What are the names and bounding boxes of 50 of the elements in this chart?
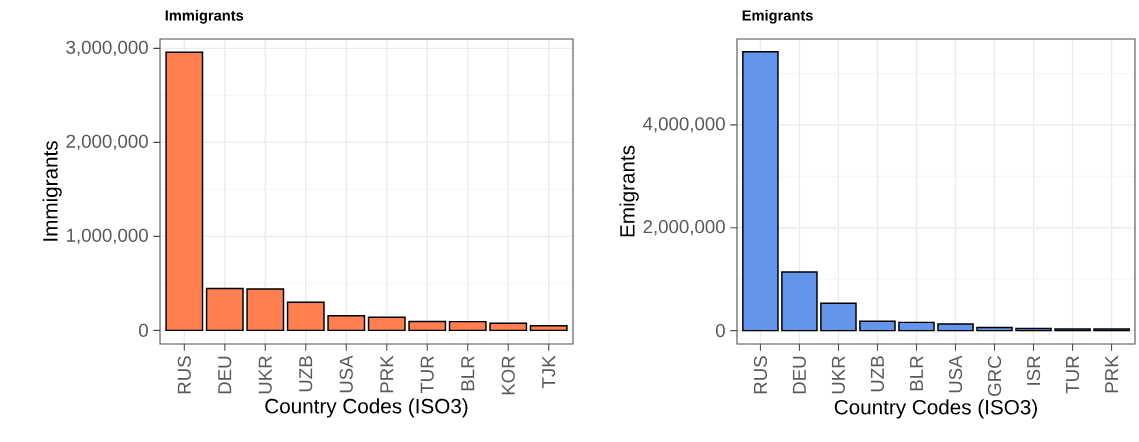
x-tick-label: DEU	[792, 356, 806, 394]
bar	[489, 322, 528, 332]
x-axis-title: Country Codes (ISO3)	[265, 398, 468, 418]
x-tick-label: RUS	[177, 356, 191, 394]
bar	[165, 51, 204, 332]
bar	[448, 320, 487, 332]
bar	[820, 302, 857, 332]
x-tick-label: ISR	[1026, 356, 1041, 385]
chart-title: Emigrants	[742, 9, 813, 24]
y-axis-title: Emigrants	[619, 145, 639, 237]
x-tick-label: BLR	[910, 356, 923, 391]
x-tick-label: TJK	[542, 355, 556, 389]
bar	[408, 320, 447, 332]
bar	[367, 316, 406, 332]
x-tick-label: KOR	[501, 356, 515, 395]
x-tick-label: PRK	[380, 355, 394, 393]
y-tick-label: 4,000,000	[643, 117, 725, 133]
chart-title: Immigrants	[165, 9, 244, 24]
y-tick-label: 1,000,000	[67, 228, 148, 245]
bar	[246, 288, 285, 332]
x-tick-label: RUS	[753, 356, 768, 394]
x-axis-title: Country Codes (ISO3)	[834, 399, 1037, 419]
x-tick-label: TUR	[1066, 356, 1080, 394]
x-tick-label: UZB	[870, 356, 884, 392]
y-axis-title: Immigrants	[42, 141, 62, 241]
x-tick-label: TUR	[420, 356, 434, 394]
y-tick-label: 2,000,000	[66, 134, 148, 151]
bar	[859, 320, 896, 332]
x-tick-label: BLR	[461, 356, 475, 391]
bar	[898, 321, 935, 332]
bar	[286, 301, 325, 332]
bar	[781, 271, 818, 332]
bar	[976, 326, 1013, 332]
bar	[742, 51, 779, 332]
bar	[529, 324, 568, 332]
bar	[327, 315, 366, 332]
x-tick-label: UZB	[299, 356, 313, 392]
y-tick-label: 3,000,000	[66, 40, 148, 57]
x-tick-label: GRC	[987, 356, 1002, 396]
x-tick-label: USA	[339, 355, 353, 393]
x-tick-label: UKR	[258, 356, 272, 394]
y-tick-label: 2,000,000	[643, 220, 725, 236]
y-tick-label: 0	[138, 323, 148, 337]
x-tick-label: PRK	[1105, 355, 1119, 393]
bar	[205, 287, 244, 332]
y-tick-label: 0	[715, 323, 725, 338]
x-tick-label: USA	[948, 355, 963, 393]
bar	[937, 323, 974, 332]
x-tick-label: UKR	[831, 356, 845, 394]
x-tick-label: DEU	[218, 356, 232, 394]
